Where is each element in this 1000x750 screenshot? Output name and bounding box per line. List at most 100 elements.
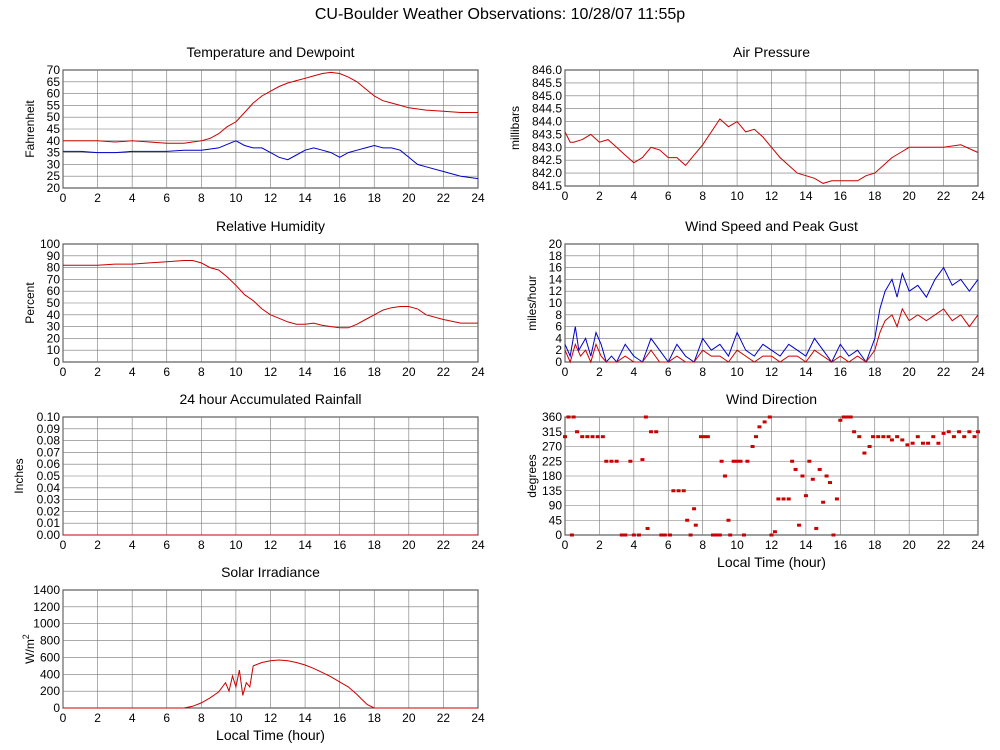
direction-point xyxy=(619,533,624,537)
direction-point xyxy=(640,458,645,462)
direction-point xyxy=(754,435,759,439)
temp-xtick-label: 2 xyxy=(94,191,101,205)
pressure-xtick-label: 16 xyxy=(834,189,848,203)
pressure-ytick-label: 844.5 xyxy=(532,102,562,116)
humidity-ytick-label: 0 xyxy=(53,355,60,369)
direction-ytick-label: 315 xyxy=(542,425,562,439)
direction-point xyxy=(936,441,941,445)
wind-ytick-label: 14 xyxy=(549,272,563,286)
rainfall-ytick-label: 0.10 xyxy=(37,410,61,424)
direction-xtick-label: 4 xyxy=(630,538,637,552)
direction-point xyxy=(951,435,956,439)
direction-point xyxy=(871,435,876,439)
direction-xtick-label: 20 xyxy=(902,538,916,552)
wind-xtick-label: 24 xyxy=(971,365,985,379)
pressure-ytick-label: 845.0 xyxy=(532,89,562,103)
temp-ytick-label: 70 xyxy=(47,63,61,77)
wind-ytick-label: 6 xyxy=(555,320,562,334)
pressure-ytick-label: 843.0 xyxy=(532,140,562,154)
rainfall-xtick-label: 24 xyxy=(471,538,485,552)
humidity-xtick-label: 0 xyxy=(60,365,67,379)
temp-ytick-label: 35 xyxy=(47,146,61,160)
humidity-xtick-label: 16 xyxy=(333,365,347,379)
direction-point xyxy=(881,435,886,439)
humidity-xtick-label: 14 xyxy=(298,365,312,379)
humidity-xtick-label: 4 xyxy=(129,365,136,379)
temp-ytick-label: 45 xyxy=(47,122,61,136)
direction-point xyxy=(575,430,580,434)
humidity-ytick-label: 30 xyxy=(47,320,61,334)
direction-point xyxy=(671,489,676,493)
direction-point xyxy=(797,523,802,527)
direction-point xyxy=(631,533,636,537)
direction-point xyxy=(717,533,722,537)
direction-ytick-label: 270 xyxy=(542,440,562,454)
direction-ytick-label: 0 xyxy=(555,528,562,542)
wind-xtick-label: 18 xyxy=(868,365,882,379)
direction-point xyxy=(821,500,826,504)
rainfall-ytick-label: 0.07 xyxy=(37,445,61,459)
rainfall-ytick-label: 0.03 xyxy=(37,493,61,507)
direction-point xyxy=(786,497,791,501)
wind-ytick-label: 20 xyxy=(549,237,563,251)
humidity-ytick-label: 50 xyxy=(47,296,61,310)
direction-point xyxy=(563,435,567,439)
direction-point xyxy=(738,459,743,463)
wind-xtick-label: 4 xyxy=(630,365,637,379)
humidity-ytick-label: 70 xyxy=(47,272,61,286)
rainfall-ytick-label: 0.04 xyxy=(37,481,61,495)
direction-point xyxy=(662,533,667,537)
page-title: CU-Boulder Weather Observations: 10/28/0… xyxy=(314,6,686,23)
pressure-series-0-line xyxy=(564,118,979,184)
solar-xtick-label: 20 xyxy=(402,711,416,725)
pressure-xtick-label: 0 xyxy=(562,189,569,203)
direction-point xyxy=(831,533,836,537)
solar-xtick-label: 16 xyxy=(333,711,347,725)
pressure-ytick-label: 842.5 xyxy=(532,153,562,167)
solar-ytick-label: 200 xyxy=(40,684,60,698)
direction-point xyxy=(757,425,762,429)
rainfall-xtick-label: 6 xyxy=(163,538,170,552)
temp-xtick-label: 14 xyxy=(298,191,312,205)
wind-xtick-label: 6 xyxy=(665,365,672,379)
direction-point xyxy=(946,430,951,434)
wind-ytick-label: 18 xyxy=(549,249,563,263)
humidity-ylabel: Percent xyxy=(23,282,37,324)
solar-ytick-label: 1000 xyxy=(33,617,60,631)
pressure-xtick-label: 4 xyxy=(630,189,637,203)
wind-xtick-label: 10 xyxy=(730,365,744,379)
direction-xlabel: Local Time (hour) xyxy=(717,554,826,570)
direction-point xyxy=(931,435,936,439)
solar-title: Solar Irradiance xyxy=(221,564,320,580)
humidity-series-0-line xyxy=(63,260,478,329)
humidity-xtick-label: 10 xyxy=(229,365,243,379)
wind-xtick-label: 8 xyxy=(699,365,706,379)
wind-ytick-label: 4 xyxy=(555,331,562,345)
temp-ytick-label: 60 xyxy=(47,87,61,101)
pressure-ytick-label: 842.0 xyxy=(532,166,562,180)
direction-point xyxy=(895,435,900,439)
direction-point xyxy=(636,533,641,537)
solar-ytick-label: 400 xyxy=(40,667,60,681)
direction-ytick-label: 45 xyxy=(549,513,563,527)
direction-point xyxy=(926,441,931,445)
direction-xtick-label: 16 xyxy=(834,538,848,552)
direction-ytick-label: 180 xyxy=(542,469,562,483)
temp-xtick-label: 6 xyxy=(163,191,170,205)
direction-point xyxy=(957,430,962,434)
wind-series-0-line xyxy=(564,266,979,364)
solar-xtick-label: 8 xyxy=(198,711,205,725)
pressure-xtick-label: 24 xyxy=(971,189,985,203)
direction-point xyxy=(852,430,857,434)
direction-point xyxy=(862,451,867,455)
pressure-xtick-label: 18 xyxy=(868,189,882,203)
direction-point xyxy=(941,431,946,435)
direction-point xyxy=(876,435,881,439)
rainfall-ytick-label: 0.05 xyxy=(37,469,61,483)
direction-point xyxy=(889,438,894,442)
